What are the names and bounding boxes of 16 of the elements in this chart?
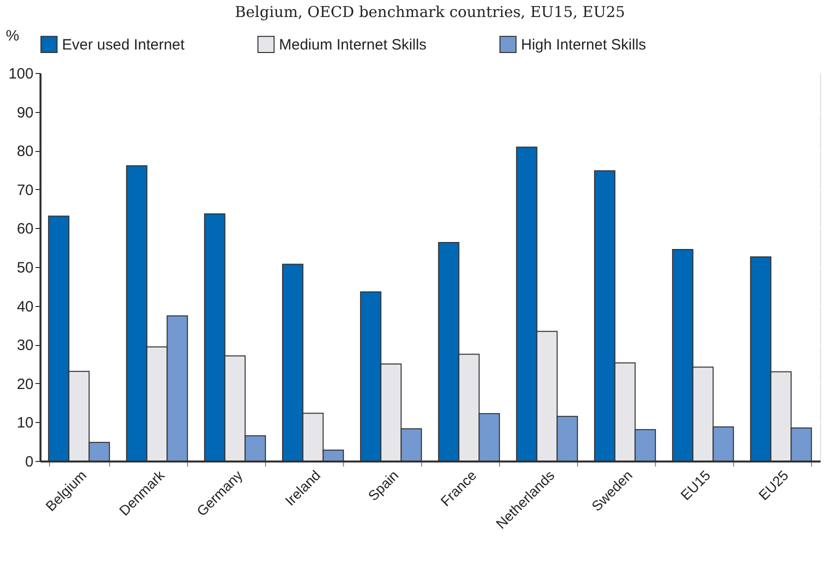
- y-tick-label: 10: [16, 414, 34, 432]
- y-tick-label: 20: [16, 376, 34, 393]
- y-tick-label: 50: [16, 260, 34, 276]
- legend-label: Ever used Internet: [62, 36, 186, 54]
- y-tick-label: 70: [16, 182, 34, 199]
- y-tick-label: 90: [16, 104, 34, 122]
- chart-title: Belgium, OECD benchmark countries, EU15, EU25: [234, 3, 626, 21]
- y-tick-label: 100: [8, 66, 34, 82]
- y-tick-label: 0: [25, 454, 34, 470]
- y-axis-title: %: [6, 28, 20, 44]
- y-tick-label: 40: [16, 298, 34, 316]
- legend-label: Medium Internet Skills: [279, 36, 427, 54]
- legend-label: High Internet Skills: [521, 36, 646, 54]
- y-tick-label: 60: [16, 220, 34, 238]
- y-tick-label: 80: [16, 143, 34, 160]
- y-tick-label: 30: [16, 337, 34, 354]
